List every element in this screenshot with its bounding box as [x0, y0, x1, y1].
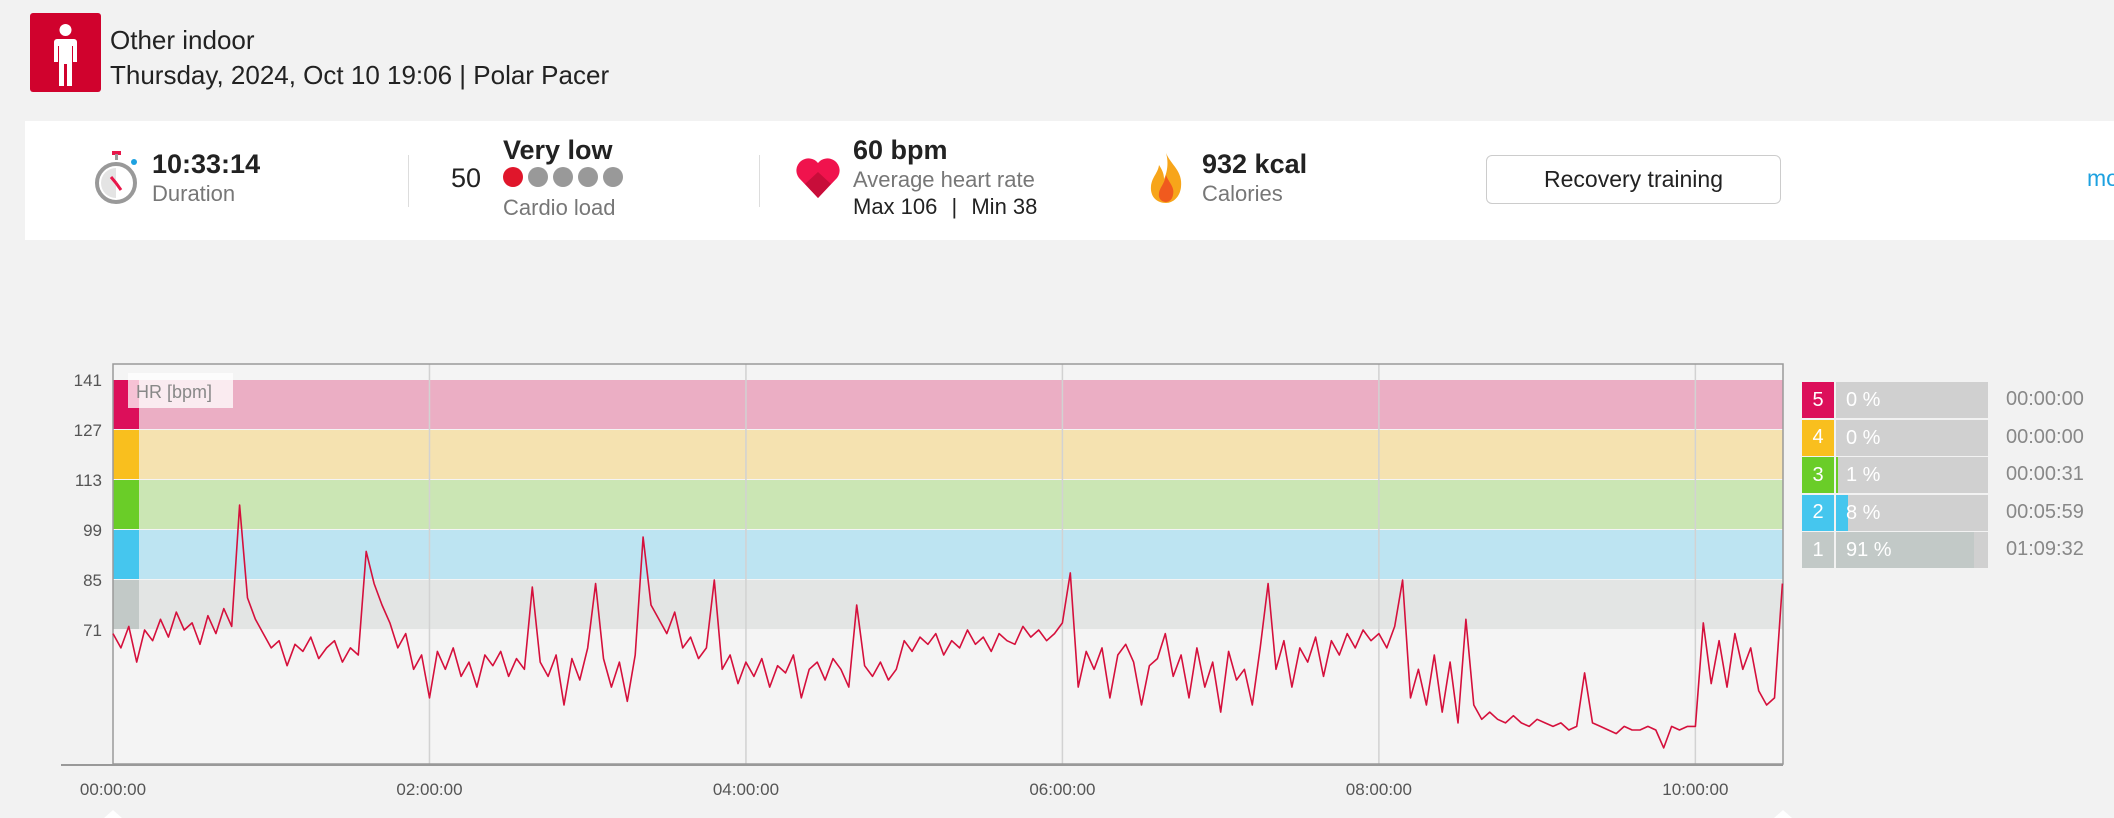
- zone-strip-2: [113, 530, 139, 579]
- load-dot: [578, 167, 598, 187]
- zone-bar: 91 %: [1836, 532, 1988, 569]
- more-link[interactable]: mo: [2087, 165, 2114, 191]
- zone-strip-3: [113, 480, 139, 529]
- zone-percent: 8 %: [1846, 501, 1881, 524]
- zone-number: 4: [1802, 419, 1834, 456]
- zone-time: 00:05:59: [2006, 500, 2084, 523]
- zone-number: 5: [1802, 382, 1834, 418]
- y-tick-label: 127: [74, 421, 102, 440]
- x-tick-label: 08:00:00: [1346, 780, 1412, 799]
- series-label: HR [bpm]: [136, 382, 212, 402]
- zone-bar: 1 %: [1836, 457, 1988, 494]
- exercise-title: Other indoor: [110, 25, 255, 55]
- exercise-subtitle: Thursday, 2024, Oct 10 19:06 | Polar Pac…: [110, 60, 610, 90]
- load-dot: [553, 167, 573, 187]
- zone-percent: 0 %: [1846, 426, 1881, 449]
- series-label-box: [128, 373, 233, 408]
- zone-row-3: 3 1 %: [1802, 457, 1988, 494]
- zone-bar-fill: [1836, 532, 1975, 569]
- y-tick-label: 71: [83, 621, 102, 640]
- y-tick-label: 85: [83, 571, 102, 590]
- hr-separator: |: [951, 194, 958, 219]
- y-tick-label: 113: [75, 471, 102, 490]
- zone-percent: 91 %: [1846, 539, 1892, 562]
- load-dot: [603, 167, 623, 187]
- zone-time: 00:00:31: [2006, 463, 2084, 486]
- load-dot-filled: [503, 167, 523, 187]
- hr-min: Min 38: [971, 194, 1038, 219]
- duration-label: Duration: [152, 181, 236, 206]
- person-standing-icon: [54, 24, 77, 86]
- zone-row-5: 5 0 %: [1802, 382, 1988, 418]
- range-handle-right[interactable]: [1774, 810, 1792, 818]
- zone-band-3: [113, 480, 1783, 529]
- zone-time: 00:00:00: [2006, 425, 2084, 448]
- calories-value: 932 kcal: [1202, 149, 1308, 179]
- zone-strip-1: [113, 580, 139, 629]
- zone-bar: 8 %: [1836, 494, 1988, 531]
- divider: [408, 155, 409, 207]
- x-tick-label: 10:00:00: [1662, 780, 1728, 799]
- zone-strip-4: [113, 430, 139, 479]
- y-tick-label: 141: [74, 371, 102, 390]
- zone-time: 01:09:32: [2006, 538, 2084, 561]
- zone-row-2: 2 8 %: [1802, 494, 1988, 531]
- flame-icon: [1150, 153, 1182, 203]
- zone-band-4: [113, 430, 1783, 479]
- hr-max: Max 106: [853, 194, 938, 219]
- zone-bar-fill: [1836, 494, 1849, 531]
- x-tick-label: 04:00:00: [713, 780, 779, 799]
- cardio-load-level: Very low: [503, 135, 613, 165]
- zone-number: 1: [1802, 532, 1834, 569]
- zone-percent: 0 %: [1846, 389, 1881, 411]
- x-tick-label: 02:00:00: [396, 780, 462, 799]
- zone-number: 3: [1802, 457, 1834, 494]
- cardio-load-dots: [503, 167, 628, 192]
- divider: [759, 155, 760, 207]
- duration-value: 10:33:14: [152, 149, 261, 179]
- zone-bar-fill: [1836, 457, 1838, 494]
- hr-chart: 00:00:00 02:00:00 04:00:00 06:00:00 08:00:00…: [61, 363, 1792, 818]
- zone-bar: 0 %: [1836, 382, 1988, 418]
- zone-row-4: 4 0 %: [1802, 419, 1988, 456]
- zone-band-5: [113, 380, 1783, 429]
- cardio-load-label: Cardio load: [503, 195, 616, 220]
- avg-hr-label: Average heart rate: [853, 167, 1035, 192]
- x-tick-label: 00:00:00: [80, 780, 146, 799]
- y-tick-label: 99: [83, 521, 102, 540]
- heart-icon: [796, 158, 840, 198]
- avg-hr-value: 60 bpm: [853, 135, 948, 165]
- zone-number: 2: [1802, 494, 1834, 531]
- load-dot: [528, 167, 548, 187]
- zone-percent: 1 %: [1846, 464, 1881, 487]
- cardio-load-value: 50: [451, 163, 482, 193]
- training-benefit-button[interactable]: Recovery training: [1486, 155, 1781, 204]
- zone-time: 00:00:00: [2006, 388, 2084, 410]
- range-handle-left[interactable]: [104, 810, 122, 818]
- zone-band-1: [113, 580, 1783, 629]
- calories-label: Calories: [1202, 181, 1283, 206]
- hr-max-min: Max 106 | Min 38: [853, 194, 1037, 220]
- zone-row-1: 1 91 %: [1802, 532, 1988, 569]
- hr-line: [112, 504, 1784, 749]
- summary-panel: 10:33:14 Duration 50 Very low Cardio loa…: [25, 121, 2114, 240]
- zone-bar: 0 %: [1836, 419, 1988, 456]
- x-tick-label: 06:00:00: [1029, 780, 1095, 799]
- zone-band-2: [113, 530, 1783, 579]
- stopwatch-icon: [95, 151, 137, 204]
- sport-icon: [30, 13, 101, 92]
